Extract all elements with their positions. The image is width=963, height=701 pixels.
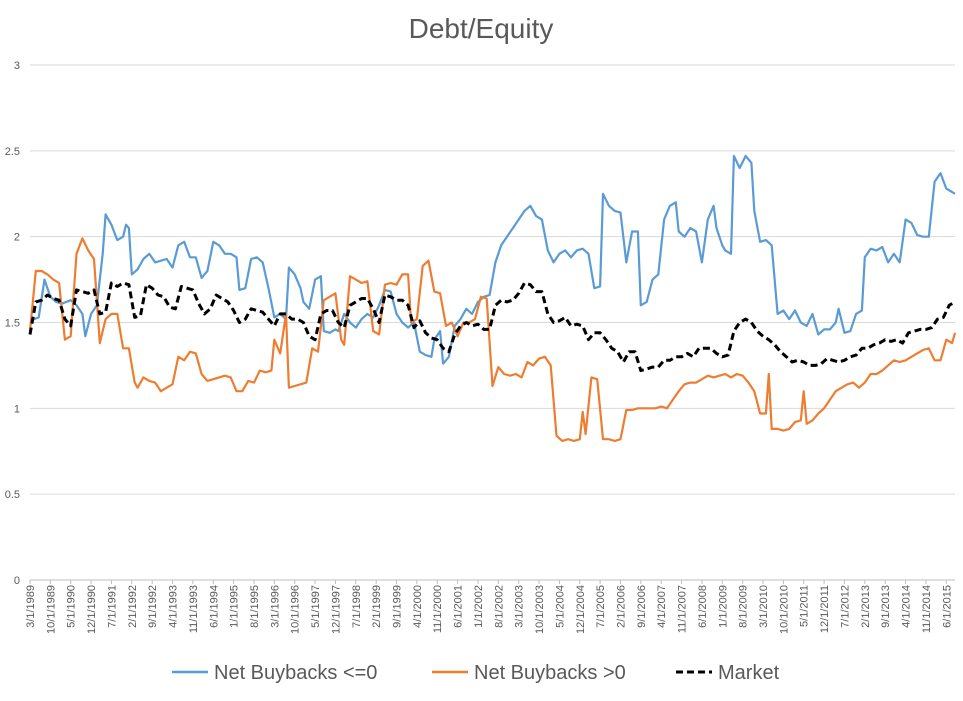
x-tick-label: 7/1/1991	[106, 585, 118, 628]
x-tick-label: 4/1/2000	[412, 585, 424, 628]
y-tick-label: 2	[14, 232, 20, 244]
x-tick-label: 3/1/2010	[758, 585, 770, 628]
x-axis-ticks: 3/1/1989 10/1/1989 5/1/1990 12/1/1990 7/1/19…	[25, 580, 953, 634]
x-tick-label: 2/1/2006	[615, 585, 627, 628]
y-tick-label: 0.5	[5, 489, 20, 501]
x-tick-label: 12/1/1997	[330, 585, 342, 634]
x-tick-label: 4/1/2007	[656, 585, 668, 628]
x-tick-label: 10/1/2010	[778, 585, 790, 634]
x-tick-label: 7/1/1998	[351, 585, 363, 628]
y-tick-label: 3	[14, 60, 20, 72]
x-tick-label: 9/1/2013	[880, 585, 892, 628]
x-tick-label: 2/1/2013	[860, 585, 872, 628]
x-tick-label: 8/1/1995	[249, 585, 261, 628]
x-tick-label: 11/1/2014	[921, 585, 933, 633]
x-tick-label: 12/1/2011	[819, 585, 831, 633]
x-tick-label: 5/1/1997	[310, 585, 322, 628]
x-tick-label: 9/1/1992	[147, 585, 159, 628]
y-tick-label: 0	[14, 575, 20, 587]
series-line-3	[28, 281, 956, 373]
x-tick-label: 5/1/2011	[799, 585, 811, 627]
x-tick-label: 7/1/2012	[839, 585, 851, 628]
x-tick-label: 11/1/2007	[677, 585, 689, 633]
x-tick-label: 8/1/2002	[493, 585, 505, 628]
series-line-1	[29, 154, 956, 365]
x-tick-label: 5/1/1990	[66, 585, 78, 628]
x-tick-label: 3/1/2003	[514, 585, 526, 628]
y-tick-label: 2.5	[5, 146, 20, 158]
x-tick-label: 9/1/2006	[636, 585, 648, 628]
x-tick-label: 1/1/2009	[717, 585, 729, 628]
series-line-2	[28, 237, 957, 442]
x-tick-label: 9/1/1999	[392, 585, 404, 628]
x-tick-label: 4/1/1993	[168, 585, 180, 628]
y-tick-label: 1	[14, 403, 20, 415]
x-tick-label: 1/1/2002	[473, 585, 485, 628]
x-tick-label: 2/1/1992	[127, 585, 139, 628]
y-tick-label: 1.5	[5, 318, 20, 330]
x-tick-label: 4/1/2014	[901, 585, 913, 628]
x-tick-label: 6/1/2015	[941, 585, 953, 628]
y-axis-ticks: 0 0.5 1 1.5 2 2.5 3	[5, 60, 20, 587]
x-tick-label: 10/1/2003	[534, 585, 546, 634]
chart-title: Debt/Equity	[409, 13, 554, 44]
legend-label-2: Net Buybacks >0	[474, 662, 626, 684]
x-tick-label: 12/1/2004	[575, 585, 587, 634]
x-tick-label: 3/1/1996	[269, 585, 281, 628]
legend-label-1: Net Buybacks <=0	[214, 662, 377, 684]
x-tick-label: 5/1/2004	[554, 585, 566, 628]
legend: Net Buybacks <=0 Net Buybacks >0 Market	[172, 662, 780, 684]
x-tick-label: 6/1/2001	[453, 585, 465, 628]
x-tick-label: 11/1/1993	[188, 585, 200, 633]
x-tick-label: 8/1/2009	[738, 585, 750, 628]
x-tick-label: 12/1/1990	[86, 585, 98, 634]
x-tick-label: 3/1/1989	[25, 585, 37, 628]
x-tick-label: 1/1/1995	[229, 585, 241, 628]
x-tick-label: 6/1/1994	[208, 585, 220, 628]
x-tick-label: 7/1/2005	[595, 585, 607, 628]
x-tick-label: 10/1/1989	[45, 585, 57, 634]
legend-label-3: Market	[718, 662, 780, 684]
series-lines	[28, 154, 957, 442]
x-tick-label: 11/1/2000	[432, 585, 444, 633]
x-tick-label: 2/1/1999	[371, 585, 383, 628]
x-tick-label: 10/1/1996	[290, 585, 302, 634]
x-tick-label: 6/1/2008	[697, 585, 709, 628]
